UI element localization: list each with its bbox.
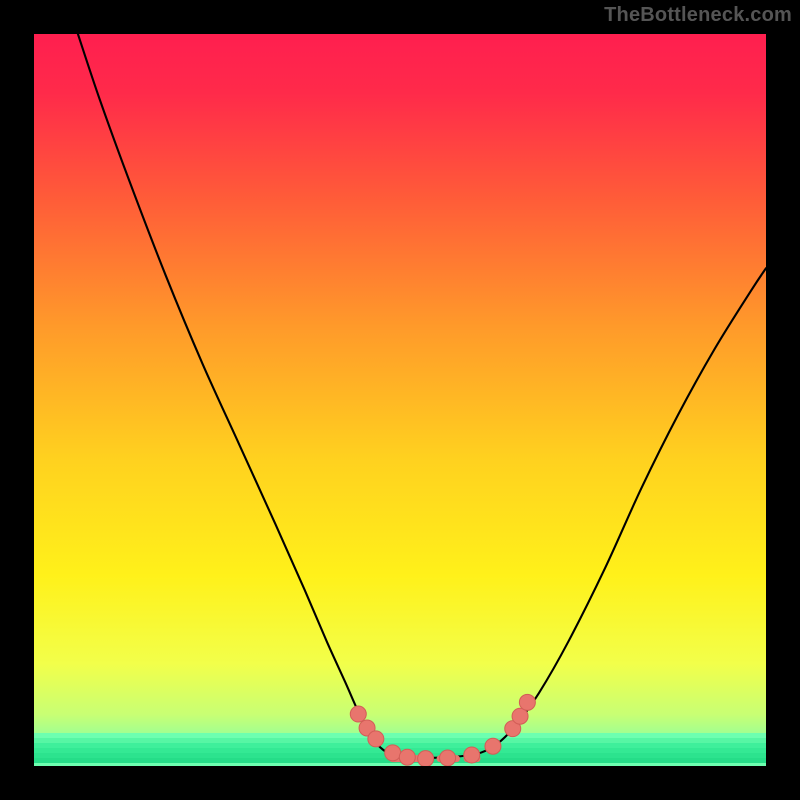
chart-gradient-background: [34, 34, 766, 766]
chart-green-band: [34, 733, 766, 766]
watermark-text: TheBottleneck.com: [604, 4, 792, 27]
chart-stage: TheBottleneck.com: [0, 0, 800, 800]
chart-plot-area: [34, 34, 766, 766]
